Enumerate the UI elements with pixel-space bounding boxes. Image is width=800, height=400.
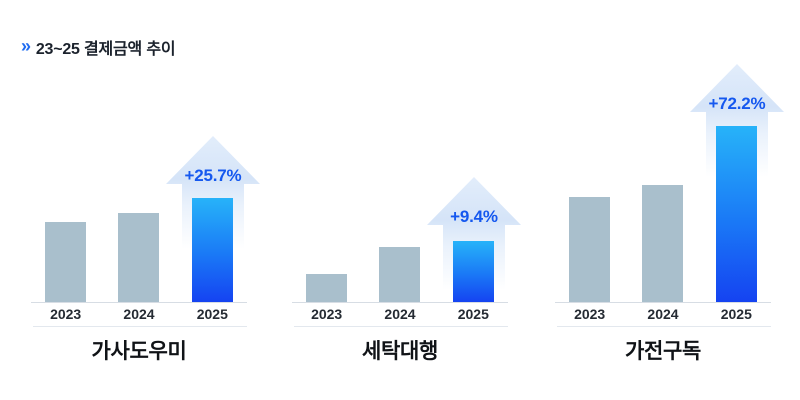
bar-2025-highlight — [716, 126, 757, 302]
chart-group-3-plot: +72.2% — [553, 0, 784, 302]
year-axis: 2023 2024 2025 — [553, 306, 773, 324]
group-title: 세탁대행 — [361, 340, 439, 363]
group-title: 가전구독 — [624, 340, 702, 363]
bar-2025-highlight — [453, 241, 494, 302]
year-label: 2024 — [123, 306, 155, 322]
baseline — [292, 302, 508, 303]
year-axis: 2023 2024 2025 — [29, 306, 249, 324]
baseline — [31, 302, 247, 303]
growth-arrow-icon — [424, 175, 524, 290]
year-label: 2025 — [720, 306, 752, 322]
year-label: 2024 — [647, 306, 679, 322]
page-title: » 23~25 결제금액 추이 — [21, 35, 176, 59]
chart-group-1-footer: 2023 2024 2025 가사도우미 — [29, 302, 249, 372]
year-label: 2023 — [574, 306, 606, 322]
bar-2023 — [45, 222, 86, 302]
page-title-text: 23~25 결제금액 추이 — [35, 41, 176, 58]
bar-2023 — [306, 274, 347, 302]
year-label: 2025 — [196, 306, 228, 322]
divider — [557, 326, 771, 327]
bar-2025-highlight — [192, 198, 233, 302]
growth-percent-label: +9.4% — [450, 207, 498, 226]
chart-group-1-plot: +25.7% — [29, 0, 260, 302]
year-label: 2024 — [384, 306, 416, 322]
chart-group-2-plot: +9.4% — [290, 0, 521, 302]
year-label: 2025 — [457, 306, 489, 322]
chart-group-3-footer: 2023 2024 2025 가전구독 — [553, 302, 773, 372]
baseline — [555, 302, 771, 303]
group-title: 가사도우미 — [91, 340, 187, 363]
growth-percent-label: +25.7% — [184, 166, 242, 185]
year-label: 2023 — [311, 306, 343, 322]
growth-arrow-icon — [163, 134, 263, 249]
bar-2024 — [379, 247, 420, 302]
divider — [294, 326, 508, 327]
bar-2024 — [118, 213, 159, 302]
double-chevron-icon: » — [21, 36, 31, 56]
year-axis: 2023 2024 2025 — [290, 306, 510, 324]
bar-2023 — [569, 197, 610, 302]
growth-percent-label: +72.2% — [708, 94, 766, 113]
divider — [33, 326, 247, 327]
chart-group-2-footer: 2023 2024 2025 세탁대행 — [290, 302, 510, 372]
growth-arrow-icon — [687, 62, 787, 177]
year-label: 2023 — [50, 306, 82, 322]
bar-2024 — [642, 185, 683, 302]
